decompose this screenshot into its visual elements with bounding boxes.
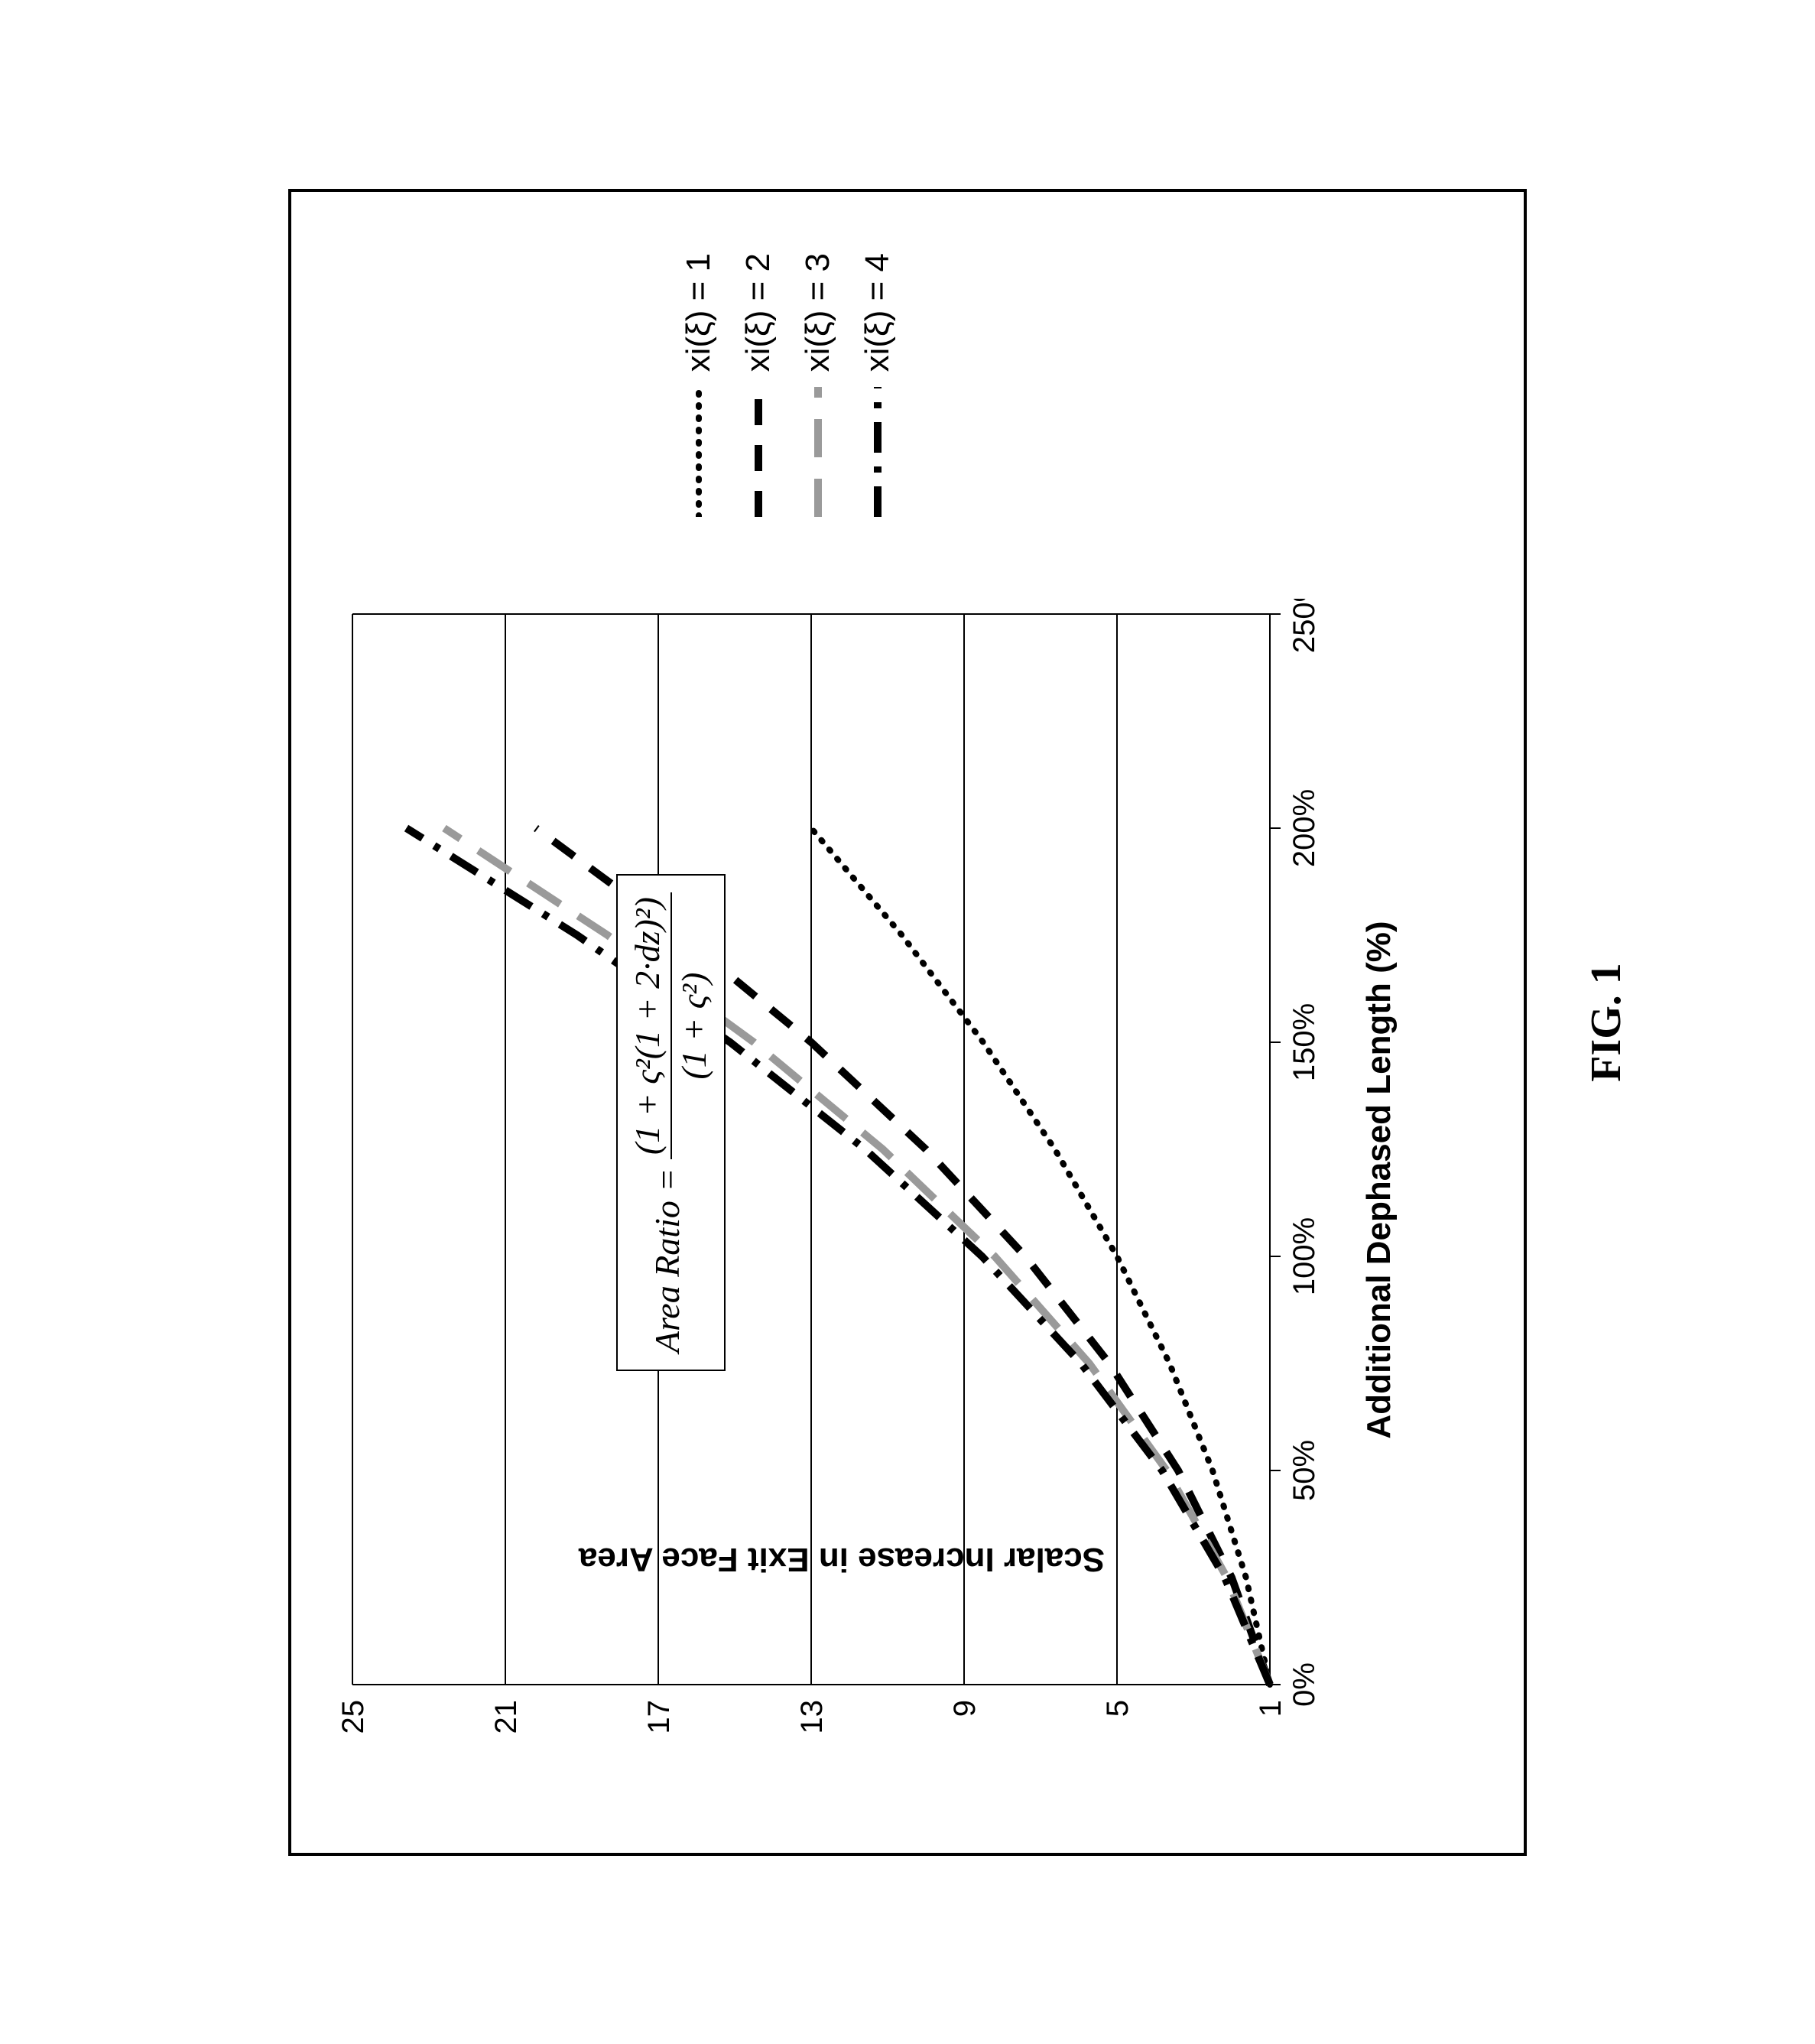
legend-swatch-xi2 xyxy=(743,387,774,517)
formula-fraction: (1 + ς²(1 + 2·dz)²) (1 + ς²) xyxy=(628,892,713,1159)
svg-text:5: 5 xyxy=(1101,1700,1135,1717)
svg-text:13: 13 xyxy=(795,1700,829,1734)
legend-item-xi3: xi(ξ) = 3 xyxy=(799,253,837,517)
svg-text:0%: 0% xyxy=(1287,1662,1321,1707)
legend-swatch-xi4 xyxy=(862,387,893,517)
svg-text:9: 9 xyxy=(948,1700,982,1717)
x-axis-title: Additional Dephased Length (%) xyxy=(1360,645,1398,1715)
svg-text:100%: 100% xyxy=(1287,1217,1321,1295)
formula-annotation: Area Ratio = (1 + ς²(1 + 2·dz)²) (1 + ς²… xyxy=(616,874,726,1371)
legend-label: xi(ξ) = 4 xyxy=(859,253,897,372)
legend-label: xi(ξ) = 3 xyxy=(799,253,837,372)
formula-prefix: Area Ratio = xyxy=(648,1168,687,1352)
figure-caption: FIG. 1 xyxy=(1582,963,1631,1082)
legend-item-xi2: xi(ξ) = 2 xyxy=(739,253,778,517)
page: Scalar Increase in Exit Face Area 1 5 9 13 1… xyxy=(0,0,1815,2044)
legend-item-xi1: xi(ξ) = 1 xyxy=(680,253,718,517)
svg-text:21: 21 xyxy=(489,1700,523,1734)
svg-text:250%: 250% xyxy=(1287,599,1321,653)
legend-swatch-xi3 xyxy=(803,387,833,517)
legend-swatch-xi1 xyxy=(683,387,714,517)
svg-text:25: 25 xyxy=(337,1700,370,1734)
svg-text:150%: 150% xyxy=(1287,1003,1321,1080)
svg-text:200%: 200% xyxy=(1287,788,1321,866)
legend: xi(ξ) = 1 xi(ξ) = 2 xi(ξ) = 3 xi(ξ) = 4 xyxy=(658,253,918,517)
legend-label: xi(ξ) = 1 xyxy=(680,253,718,372)
y-axis-title: Scalar Increase in Exit Face Area xyxy=(579,1539,1105,1578)
svg-text:17: 17 xyxy=(642,1700,676,1734)
legend-item-xi4: xi(ξ) = 4 xyxy=(859,253,897,517)
formula-denominator: (1 + ς²) xyxy=(672,892,714,1159)
chart-area: Scalar Increase in Exit Face Area 1 5 9 13 1… xyxy=(337,223,1346,1807)
svg-text:1: 1 xyxy=(1254,1700,1287,1717)
figure-frame: Scalar Increase in Exit Face Area 1 5 9 13 1… xyxy=(288,189,1527,1856)
legend-label: xi(ξ) = 2 xyxy=(739,253,778,372)
svg-text:50%: 50% xyxy=(1287,1439,1321,1500)
formula-numerator: (1 + ς²(1 + 2·dz)²) xyxy=(628,892,672,1159)
rotated-figure-container: Scalar Increase in Exit Face Area 1 5 9 13 1… xyxy=(288,189,1527,1856)
line-chart: 159131721250%50%100%150%200%250% xyxy=(337,599,1331,1807)
